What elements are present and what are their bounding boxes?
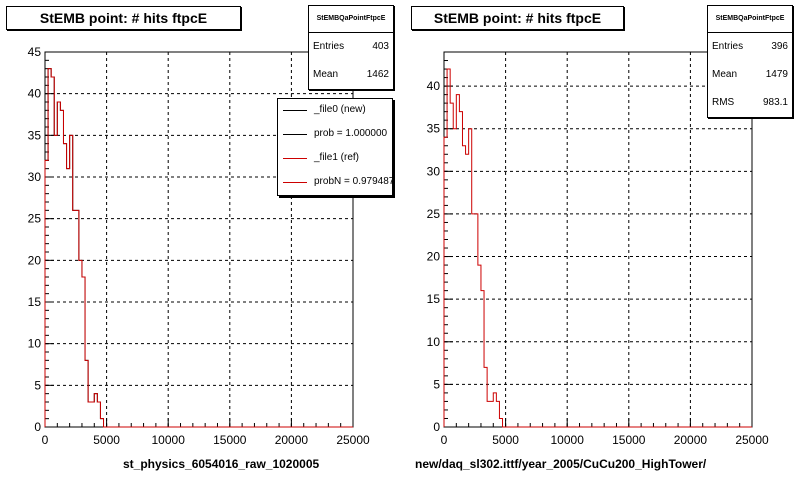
y-tick-label: 30 — [28, 170, 42, 184]
left-stats-row-entries: Entries 403 — [309, 33, 393, 61]
y-tick-label: 0 — [34, 420, 41, 434]
right-histogram-title: StEMB point: # hits ftpcE — [411, 6, 624, 30]
y-tick-label: 35 — [28, 128, 42, 142]
stats-label: Entries — [712, 41, 744, 52]
right-stats-row-rms: RMS 983.1 — [708, 89, 792, 117]
y-tick-label: 35 — [427, 122, 441, 136]
stats-value: 396 — [771, 41, 788, 52]
right-x-axis-label: new/daq_sl302.ittf/year_2005/CuCu200_Hig… — [415, 457, 707, 471]
right-stats-row-entries: Entries 396 — [708, 33, 792, 61]
x-tick-label: 10000 — [551, 433, 585, 447]
stats-value: 1462 — [366, 69, 389, 80]
y-tick-label: 5 — [433, 377, 440, 391]
left-x-axis-label: st_physics_6054016_raw_1020005 — [123, 457, 320, 471]
y-tick-label: 5 — [34, 378, 41, 392]
y-tick-label: 40 — [427, 79, 441, 93]
right-stats-row-mean: Mean 1479 — [708, 61, 792, 89]
left-stats-name: StEMBQaPointFtpcE — [309, 6, 393, 33]
x-tick-label: 5000 — [492, 433, 519, 447]
x-tick-label: 15000 — [612, 433, 646, 447]
y-tick-label: 10 — [427, 335, 441, 349]
stats-label: Mean — [313, 69, 339, 80]
stats-label: Mean — [712, 69, 738, 80]
stats-value: 983.1 — [762, 97, 788, 108]
histogram-series-line — [44, 68, 353, 428]
y-tick-label: 30 — [427, 164, 441, 178]
x-tick-label: 20000 — [674, 433, 708, 447]
x-tick-label: 15000 — [213, 433, 247, 447]
legend-label: _file1 (ref) — [314, 152, 360, 163]
left-stats-row-mean: Mean 1462 — [309, 61, 393, 89]
y-tick-label: 20 — [427, 250, 441, 264]
legend-label: _file0 (new) — [314, 104, 366, 115]
legend-label: prob = 1.000000 — [314, 128, 388, 139]
stats-label: Entries — [313, 41, 345, 52]
legend-entry-file0: _file0 (new) — [278, 99, 392, 123]
x-tick-label: 25000 — [336, 433, 370, 447]
legend-line — [283, 134, 307, 135]
x-tick-label: 0 — [42, 433, 49, 447]
plot-frame — [443, 51, 753, 428]
legend-entry-probn: probN = 0.979487 — [278, 171, 392, 195]
left-histogram-pad: 0 5000 10000 15000 20000 25000 0 5 10 15 20 25 30 35 4… — [6, 5, 394, 471]
stats-value: 1479 — [765, 69, 788, 80]
y-tick-label: 0 — [433, 420, 440, 434]
y-tick-label: 10 — [28, 337, 42, 351]
left-legend: _file0 (new) prob = 1.000000 _file1 (ref… — [277, 98, 393, 196]
x-tick-label: 5000 — [93, 433, 120, 447]
right-stats-box: StEMBQaPointFtpcE Entries 396 Mean 1479 … — [707, 5, 793, 118]
legend-entry-file1: _file1 (ref) — [278, 147, 392, 171]
y-tick-label: 15 — [28, 295, 42, 309]
right-stats-name: StEMBQaPointFtpcE — [708, 6, 792, 33]
x-tick-label: 10000 — [152, 433, 186, 447]
y-tick-label: 40 — [28, 87, 42, 101]
y-tick-label: 25 — [427, 207, 441, 221]
y-tick-label: 20 — [28, 253, 42, 267]
x-tick-label: 25000 — [735, 433, 769, 447]
y-tick-label: 25 — [28, 212, 42, 226]
stats-value: 403 — [372, 41, 389, 52]
left-histogram-title: StEMB point: # hits ftpcE — [6, 6, 241, 30]
x-tick-label: 20000 — [275, 433, 309, 447]
left-stats-box: StEMBQaPointFtpcE Entries 403 Mean 1462 — [308, 5, 394, 90]
legend-label: probN = 0.979487 — [314, 176, 393, 187]
histogram-series-line — [443, 68, 752, 428]
right-histogram-pad: 0 5000 10000 15000 20000 25000 0 5 10 15 20 25 30 35 4… — [400, 0, 800, 480]
legend-entry-prob: prob = 1.000000 — [278, 123, 392, 147]
right-histogram-svg: 0 5000 10000 15000 20000 25000 0 5 10 15 20 25 30 35 4… — [427, 51, 769, 447]
y-tick-label: 15 — [427, 292, 441, 306]
legend-line — [283, 110, 307, 111]
y-tick-label: 45 — [28, 45, 42, 59]
legend-line — [283, 182, 307, 183]
legend-line — [283, 158, 307, 159]
x-tick-label: 0 — [441, 433, 448, 447]
stats-label: RMS — [712, 97, 735, 108]
